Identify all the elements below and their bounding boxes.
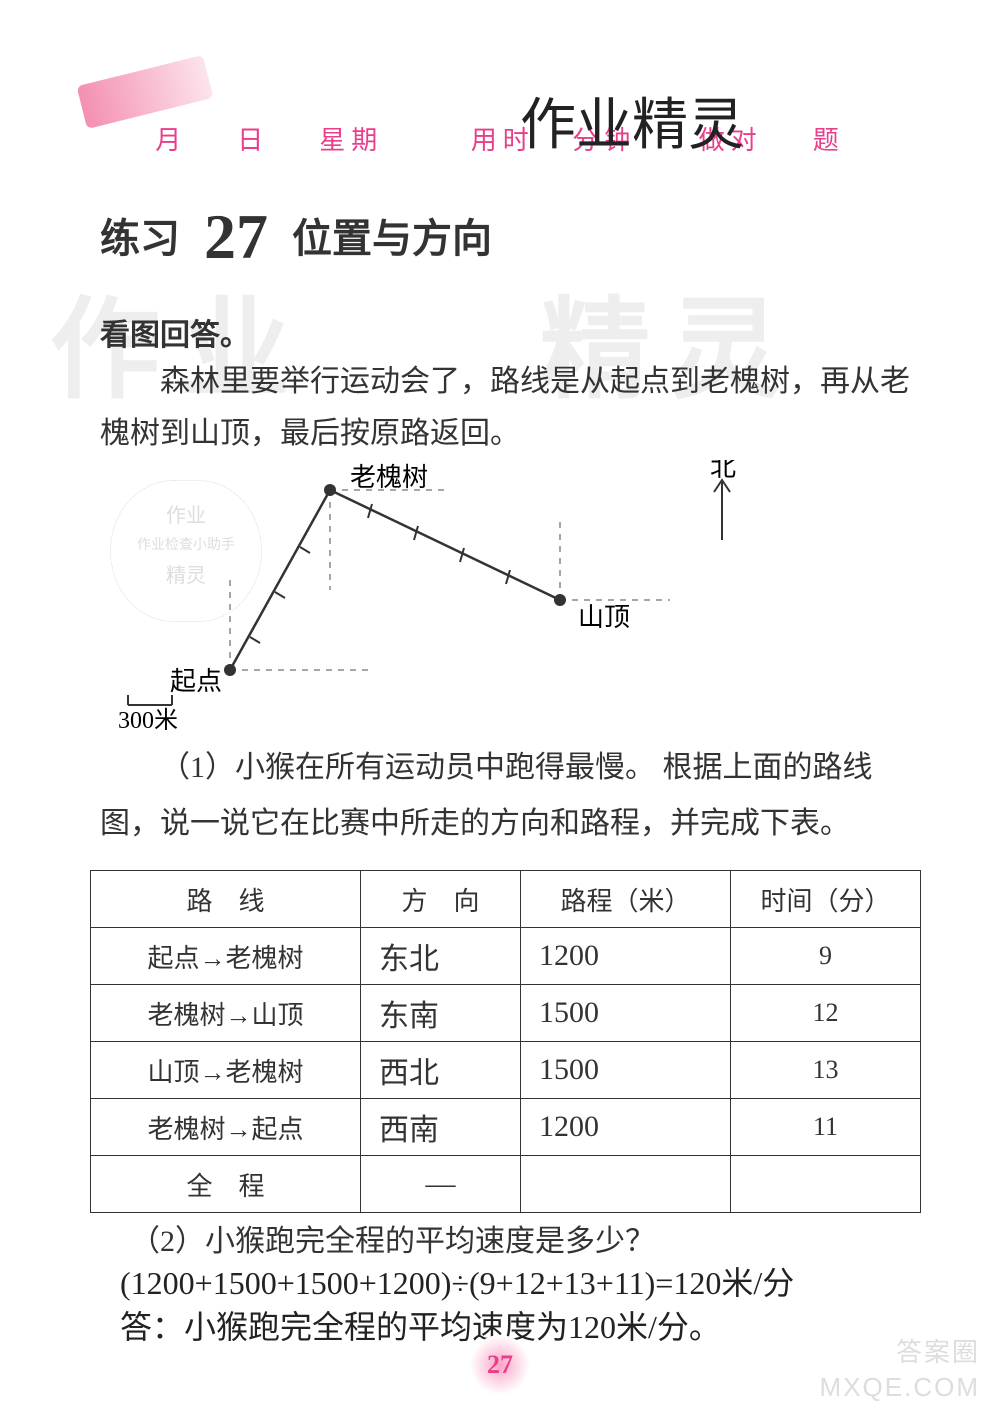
section-heading: 看图回答。 xyxy=(100,310,250,354)
table-row: 起点→老槐树 东北 1200 9 xyxy=(91,928,921,985)
th-dir: 方 向 xyxy=(361,871,521,928)
scale-label: 300米 xyxy=(118,707,178,730)
table-row: 全 程 — xyxy=(91,1156,921,1213)
cell-route: 老槐树→山顶 xyxy=(91,985,361,1042)
intro-text: 森林里要举行运动会了，路线是从起点到老槐树，再从老槐树到山顶，最后按原路返回。 xyxy=(100,356,920,460)
q1-text: （1）小猴在所有运动员中跑得最慢。 根据上面的路线图，说一说它在比赛中所走的方向… xyxy=(100,751,873,840)
header-row: 月 日 星期 用时 分钟 做对 题 xyxy=(0,120,1000,157)
exercise-title: 练习 27 位置与方向 xyxy=(100,200,492,274)
cell-time: 13 xyxy=(731,1042,921,1099)
hdr-month: 月 xyxy=(155,126,187,155)
route-table: 路 线 方 向 路程（米） 时间（分） 起点→老槐树 东北 1200 9 老槐树… xyxy=(90,870,921,1213)
cell-dist: 1500 xyxy=(521,1042,731,1099)
title-prefix: 练习 xyxy=(100,216,180,261)
node-tree-label: 老槐树 xyxy=(350,463,428,492)
title-topic: 位置与方向 xyxy=(292,216,492,261)
node-start-label: 起点 xyxy=(170,667,222,696)
cell-dir: 西北 xyxy=(361,1042,521,1099)
cell-route: 全 程 xyxy=(91,1156,361,1213)
cell-time: 11 xyxy=(731,1099,921,1156)
hdr-week: 星期 xyxy=(319,126,383,155)
q2-answer: 答：小猴跑完全程的平均速度为120米/分。 xyxy=(120,1302,721,1348)
cell-dir: 东北 xyxy=(361,928,521,985)
table-row: 老槐树→山顶 东南 1500 12 xyxy=(91,985,921,1042)
cell-route: 起点→老槐树 xyxy=(91,928,361,985)
header-handwriting: 作业精灵 xyxy=(520,80,744,161)
cell-dir: 西南 xyxy=(361,1099,521,1156)
cell-time: 12 xyxy=(731,985,921,1042)
q2-working: (1200+1500+1500+1200)÷(9+12+13+11)=120米/… xyxy=(120,1258,794,1304)
cell-dist: 1500 xyxy=(521,985,731,1042)
node-peak-label: 山顶 xyxy=(578,603,630,632)
table-header-row: 路 线 方 向 路程（米） 时间（分） xyxy=(91,871,921,928)
cell-dist: 1200 xyxy=(521,928,731,985)
cell-dist xyxy=(521,1156,731,1213)
north-label: 北 xyxy=(710,460,736,482)
table-row: 老槐树→起点 西南 1200 11 xyxy=(91,1099,921,1156)
hdr-q: 题 xyxy=(813,126,845,155)
cell-time xyxy=(731,1156,921,1213)
cell-route: 山顶→老槐树 xyxy=(91,1042,361,1099)
title-number: 27 xyxy=(204,201,268,272)
th-dist: 路程（米） xyxy=(521,871,731,928)
cell-dist: 1200 xyxy=(521,1099,731,1156)
table-row: 山顶→老槐树 西北 1500 13 xyxy=(91,1042,921,1099)
hdr-day: 日 xyxy=(237,126,269,155)
cell-dir: — xyxy=(361,1156,521,1213)
corner-mark-1: 答案圈 xyxy=(896,1332,980,1369)
cell-time: 9 xyxy=(731,928,921,985)
question-1: （1）小猴在所有运动员中跑得最慢。 根据上面的路线图，说一说它在比赛中所走的方向… xyxy=(100,740,920,852)
diagram-svg: 起点 老槐树 山顶 300米 北 xyxy=(100,460,820,730)
th-time: 时间（分） xyxy=(731,871,921,928)
th-route: 路 线 xyxy=(91,871,361,928)
route-diagram: 起点 老槐树 山顶 300米 北 xyxy=(100,460,820,735)
cell-route: 老槐树→起点 xyxy=(91,1099,361,1156)
highlighter-smear xyxy=(77,55,214,129)
page-number-badge: 27 xyxy=(470,1335,530,1395)
question-2: （2）小猴跑完全程的平均速度是多少？ xyxy=(130,1216,655,1260)
corner-mark-2: MXQE.COM xyxy=(820,1372,980,1403)
cell-dir: 东南 xyxy=(361,985,521,1042)
